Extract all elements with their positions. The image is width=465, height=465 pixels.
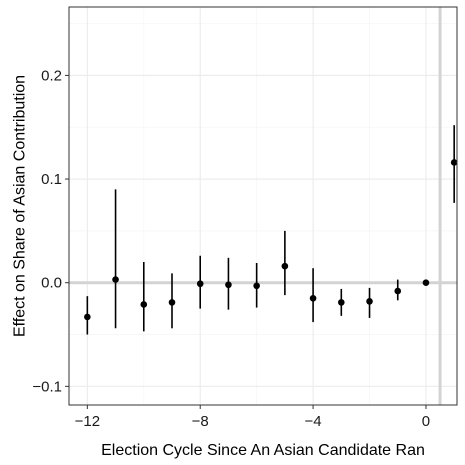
data-point: [338, 299, 345, 306]
y-axis-title: Effect on Share of Asian Contribution: [12, 75, 29, 337]
y-tick-label: 0.2: [41, 67, 62, 84]
x-axis-title: Election Cycle Since An Asian Candidate …: [101, 442, 425, 459]
data-point: [225, 281, 232, 289]
data-point: [309, 294, 317, 302]
data-point: [140, 301, 148, 308]
data-point: [281, 262, 289, 270]
data-point: [394, 287, 402, 295]
data-point: [196, 280, 204, 288]
x-tick-label: 0: [422, 413, 430, 430]
data-point: [450, 159, 458, 166]
axis-ticks: −12 −8 −4 0 −0.1 0.0 0.1 0.2: [32, 67, 430, 430]
data-point: [253, 282, 260, 290]
panel-border: [68, 6, 458, 406]
x-tick-label: −12: [75, 413, 100, 430]
data-point: [112, 276, 119, 283]
data-point: [366, 298, 373, 305]
y-tick-label: 0.0: [41, 275, 62, 292]
data-series: [84, 125, 458, 335]
x-tick-label: −4: [305, 413, 322, 430]
data-point: [168, 299, 176, 306]
grid-lines: [69, 7, 457, 405]
y-tick-label: −0.1: [32, 378, 62, 395]
reference-lines: [69, 7, 457, 405]
x-tick-label: −8: [192, 413, 209, 430]
data-point: [422, 279, 430, 286]
y-tick-label: 0.1: [41, 171, 62, 188]
data-point: [84, 313, 91, 321]
